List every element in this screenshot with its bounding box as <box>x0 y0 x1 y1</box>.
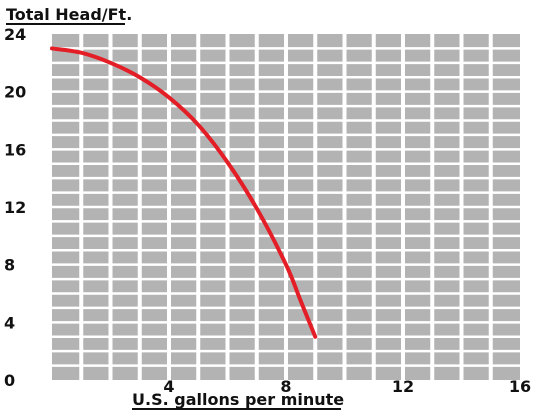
tick-labels: 0 4 8 12 16 20 24 4 8 12 16 <box>4 25 531 396</box>
y-tick-label: 24 <box>4 25 26 44</box>
y-tick-label: 8 <box>4 256 15 275</box>
x-tick-label: 8 <box>280 377 291 396</box>
grid-lines <box>52 34 520 380</box>
y-tick-label: 0 <box>4 371 15 390</box>
y-tick-label: 20 <box>4 83 26 102</box>
y-tick-label: 12 <box>4 198 26 217</box>
x-axis-label: U.S. gallons per minute <box>132 390 344 409</box>
x-tick-label: 4 <box>163 377 174 396</box>
chart-title: Total Head/Ft. <box>6 5 132 24</box>
x-tick-label: 16 <box>509 377 531 396</box>
x-tick-label: 12 <box>392 377 414 396</box>
pump-performance-curve <box>50 46 318 339</box>
y-tick-label: 16 <box>4 140 26 159</box>
y-tick-label: 4 <box>4 313 15 332</box>
